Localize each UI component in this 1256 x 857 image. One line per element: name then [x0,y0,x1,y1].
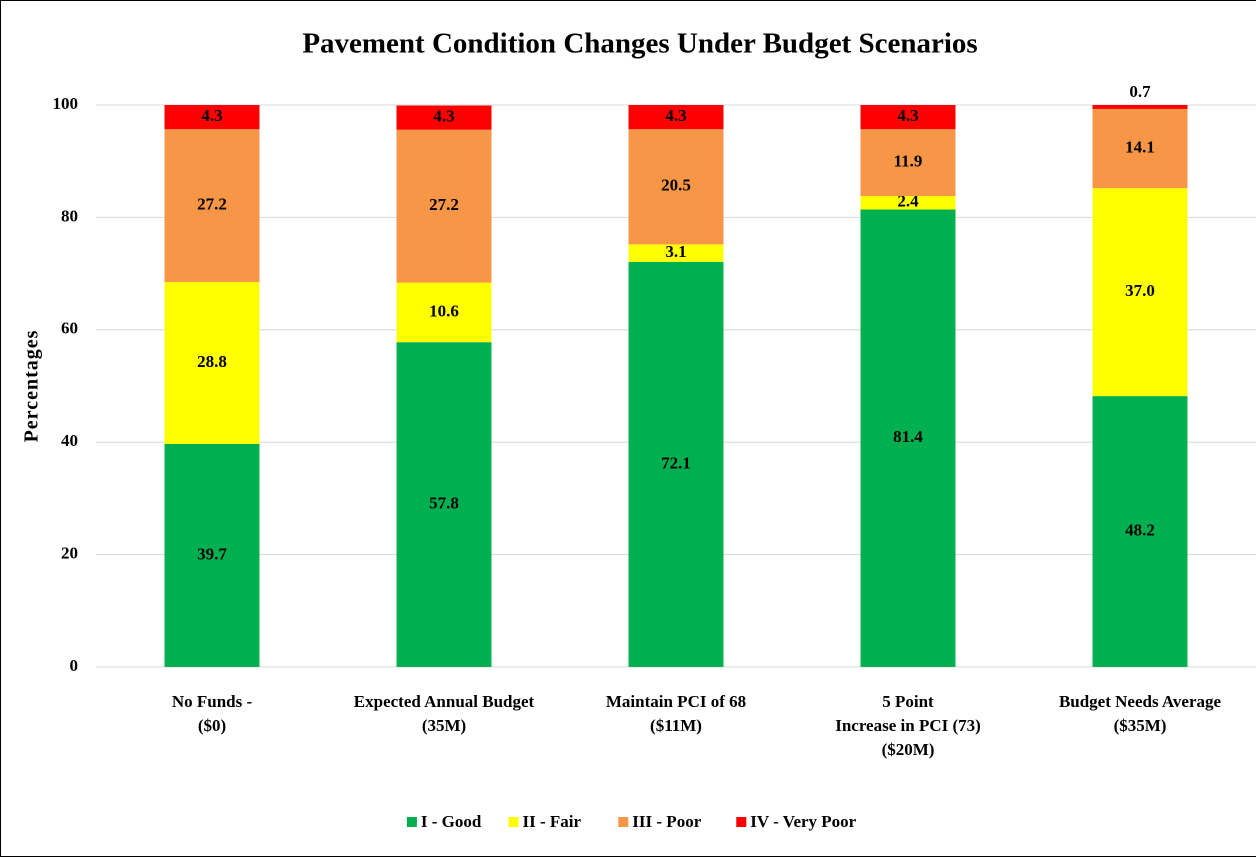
bar-segment [164,129,260,283]
data-label: 10.6 [429,301,459,320]
x-tick-label: Expected Annual Budget [354,692,535,711]
bar-segment [396,105,492,130]
bar-segment [628,261,724,667]
data-label: 2.4 [897,192,919,211]
bar-segment [396,342,492,667]
bar-segment [1092,108,1188,189]
data-label: 28.8 [197,352,227,371]
bar-segment [628,105,724,130]
legend-swatch [618,817,629,827]
bar-segment [396,129,492,283]
x-tick-label: Budget Needs Average [1059,692,1222,711]
legend-swatch [736,817,747,827]
x-tick-label: ($11M) [650,716,702,735]
data-label: 72.1 [661,453,691,472]
x-tick-label: ($0) [198,716,226,735]
bar-segment [164,105,260,130]
data-label: 4.3 [201,106,222,125]
y-tick-label: 80 [61,206,78,225]
y-tick-label: 0 [70,656,79,675]
data-label: 4.3 [433,107,454,126]
bar-segment [164,282,260,444]
data-label: 39.7 [197,544,227,563]
legend-swatch [406,817,417,827]
legend-label: III - Poor [632,812,701,831]
bar-segment [1092,396,1188,667]
data-label: 27.2 [197,195,227,214]
bar-segment [1092,105,1188,109]
y-tick-label: 20 [61,544,78,563]
data-label: 37.0 [1125,281,1155,300]
y-tick-label: 100 [53,94,79,113]
chart-title: Pavement Condition Changes Under Budget … [302,28,977,60]
data-label: 4.3 [897,106,918,125]
data-label: 0.7 [1129,82,1151,101]
x-tick-label: Increase in PCI (73) [835,716,981,735]
x-tick-label: 5 Point [882,692,934,711]
x-tick-label: (35M) [422,716,466,735]
bar-segment [860,196,956,210]
bar-segment [1092,188,1188,397]
bar-segment [628,129,724,245]
y-tick-label: 60 [61,319,78,338]
x-tick-label: ($35M) [1114,716,1167,735]
bar-segment [628,244,724,262]
data-label: 20.5 [661,176,691,195]
legend-label: IV - Very Poor [750,812,856,831]
x-tick-label: No Funds - [172,692,253,711]
legend-swatch [508,817,519,827]
legend-label: I - Good [421,812,482,831]
bar-segment [396,282,492,343]
x-tick-label: Maintain PCI of 68 [606,692,746,711]
data-label: 81.4 [893,427,923,446]
data-label: 11.9 [894,152,923,171]
bar-segment [860,209,956,668]
y-tick-label: 40 [61,431,78,450]
data-label: 27.2 [429,195,459,214]
legend-label: II - Fair [523,812,582,831]
bar-segment [164,443,260,667]
data-label: 14.1 [1125,137,1155,156]
data-label: 57.8 [429,493,459,512]
y-axis-label: Percentages [21,330,43,443]
data-label: 48.2 [1125,520,1155,539]
data-label: 3.1 [665,242,686,261]
data-label: 4.3 [665,106,686,125]
bar-segment [860,105,956,130]
bar-segment [860,129,956,197]
x-tick-label: ($20M) [882,740,935,759]
